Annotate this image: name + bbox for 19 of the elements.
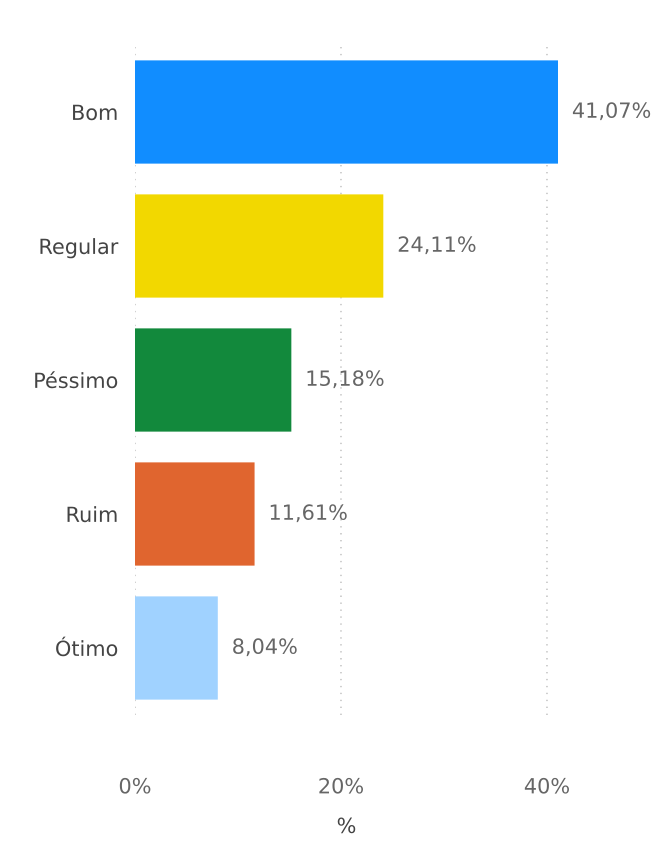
y-tick-label: Bom xyxy=(73,104,117,120)
x-axis-title: % xyxy=(338,817,356,834)
data-label: 11,61% xyxy=(270,504,347,522)
y-tick-label: Ótimo xyxy=(56,636,118,656)
y-tick-label: Regular xyxy=(40,238,118,258)
x-tick-label: 20% xyxy=(319,778,363,794)
data-label: 24,11% xyxy=(398,236,476,254)
bar xyxy=(135,60,558,164)
bar xyxy=(135,194,384,298)
bar xyxy=(135,596,218,700)
y-tick-label: Ruim xyxy=(68,506,117,522)
data-label: 15,18% xyxy=(308,370,384,388)
y-tick-label: Péssimo xyxy=(35,371,118,388)
bar xyxy=(135,328,292,432)
data-label: 41,07% xyxy=(572,102,650,120)
x-tick-label: 40% xyxy=(524,778,569,794)
bar xyxy=(135,462,255,566)
data-label: 8,04% xyxy=(233,638,297,656)
x-tick-label: 0% xyxy=(120,778,150,794)
